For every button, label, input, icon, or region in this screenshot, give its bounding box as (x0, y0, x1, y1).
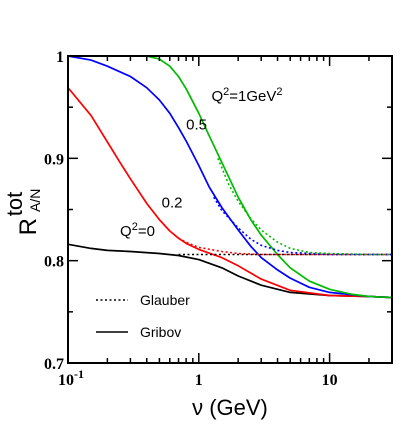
series-line-q2-0_2-gribov (68, 87, 392, 299)
y-tick-label: 0.7 (44, 356, 64, 373)
y-tick-label: 0.8 (44, 254, 64, 271)
x-axis-title: ν (GeV) (192, 395, 268, 420)
series-line-q2-1-glauber (217, 157, 392, 256)
legend-label-gribov: Gribov (140, 324, 181, 340)
y-axis-title-main: R (15, 218, 42, 235)
legend-label-glauber: Glauber (140, 292, 190, 308)
x-tick-label: 10 (322, 372, 338, 389)
curve-label: Q2=0 (120, 221, 155, 240)
tick-labels: 0.7 0.8 0.9 1 10-1 1 10 (44, 49, 338, 389)
x-tick-label: 1 (195, 372, 203, 389)
series-line-q2-0-gribov (68, 243, 392, 299)
curve-label: 0.5 (186, 117, 207, 134)
y-tick-label: 1 (56, 49, 64, 66)
plot-lines (68, 56, 392, 299)
y-axis-title-sup: tot (2, 192, 27, 216)
curve-label: 0.2 (162, 194, 183, 211)
y-tick-label: 0.9 (44, 151, 64, 168)
series-line-q2-0_2-glauber (178, 237, 392, 256)
x-tick-label: 10-1 (58, 367, 84, 389)
series-line-q2-1-gribov (146, 56, 392, 299)
legend: Glauber Gribov (96, 292, 190, 340)
series-line-q2-0_5-glauber (213, 196, 392, 256)
axis-ticks (67, 55, 393, 364)
y-axis-title: R A/N (15, 189, 43, 236)
curve-label: Q2=1GeV2 (211, 86, 282, 105)
series-line-q2-0_5-gribov (68, 56, 392, 299)
y-axis-title-sub: A/N (27, 189, 43, 212)
